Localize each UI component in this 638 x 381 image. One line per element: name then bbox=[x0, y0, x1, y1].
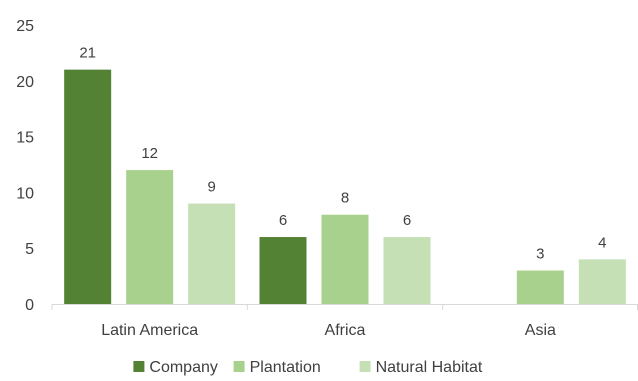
data-label: 21 bbox=[79, 45, 96, 62]
legend-swatch bbox=[133, 361, 145, 372]
data-label: 3 bbox=[536, 246, 544, 263]
legend-label: Company bbox=[149, 359, 217, 376]
y-tick-label: 0 bbox=[25, 297, 34, 314]
category-label: Asia bbox=[525, 322, 556, 339]
y-tick-label: 5 bbox=[25, 241, 34, 258]
data-label: 8 bbox=[341, 190, 349, 207]
bar-plantation bbox=[516, 270, 564, 304]
data-label: 6 bbox=[279, 212, 287, 229]
legend-label: Plantation bbox=[250, 359, 321, 376]
data-label: 12 bbox=[141, 145, 158, 162]
y-tick-label: 15 bbox=[16, 130, 34, 147]
y-axis: 0 5 10 15 20 25 bbox=[16, 18, 34, 314]
y-tick-label: 10 bbox=[16, 185, 34, 202]
bar-natural-habitat bbox=[188, 203, 236, 304]
bar-plantation bbox=[126, 170, 174, 304]
data-label: 4 bbox=[598, 234, 606, 251]
legend-swatch bbox=[359, 361, 371, 372]
data-label: 9 bbox=[207, 179, 215, 196]
legend: Company Plantation Natural Habitat bbox=[133, 359, 483, 376]
category-label: Africa bbox=[325, 322, 366, 339]
bar-company bbox=[259, 237, 307, 304]
x-axis: Latin America Africa Asia bbox=[51, 304, 638, 339]
legend-swatch bbox=[233, 361, 245, 372]
bars: 21 12 9 6 8 6 3 4 bbox=[64, 45, 626, 304]
y-tick-label: 25 bbox=[16, 18, 34, 35]
y-tick-label: 20 bbox=[16, 74, 34, 91]
bar-natural-habitat bbox=[383, 237, 431, 304]
data-label: 6 bbox=[403, 212, 411, 229]
legend-label: Natural Habitat bbox=[376, 359, 483, 376]
bar-natural-habitat bbox=[578, 259, 626, 304]
category-label: Latin America bbox=[101, 322, 198, 339]
bar-company bbox=[64, 69, 112, 304]
bar-plantation bbox=[321, 214, 369, 304]
